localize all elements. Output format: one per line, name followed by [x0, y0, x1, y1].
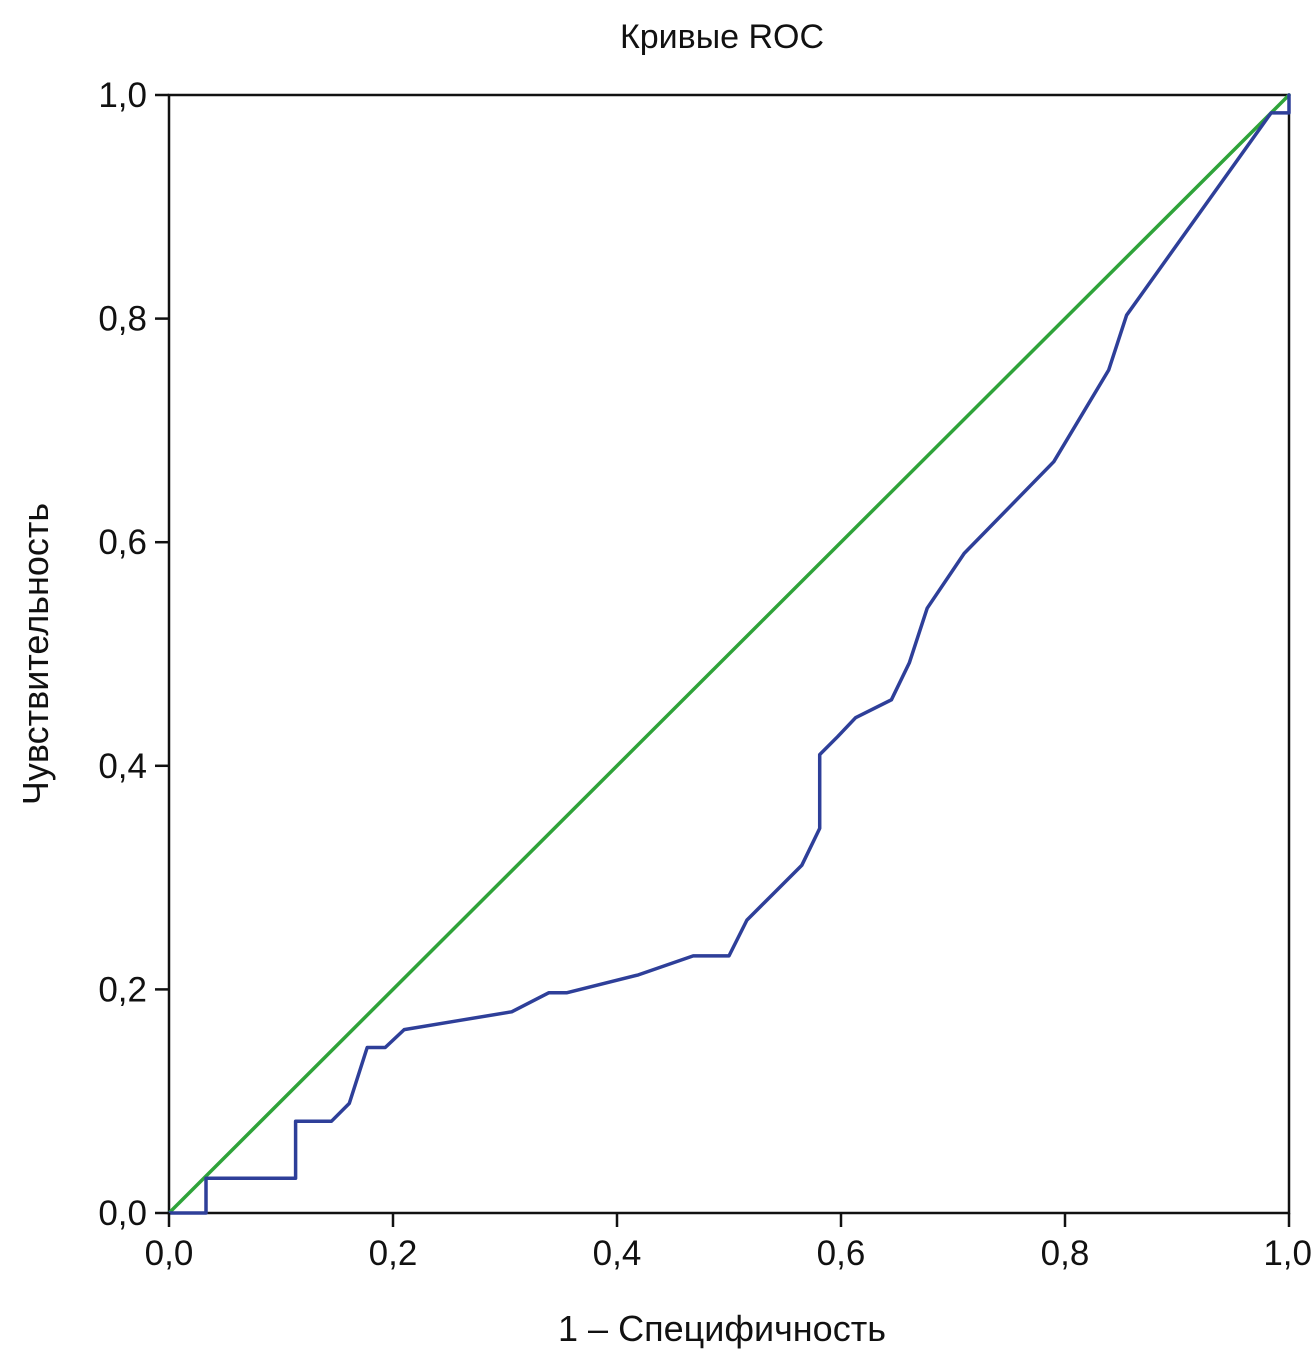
x-tick-label: 1,0 — [1263, 1234, 1312, 1273]
y-axis: 0,0 0,2 0,4 0,6 0,8 1,0 — [98, 76, 169, 1233]
y-tick-label: 1,0 — [98, 76, 147, 115]
y-tick-label: 0,6 — [98, 523, 147, 562]
y-tick-label: 0,0 — [98, 1194, 147, 1233]
plot-area — [167, 93, 1291, 1215]
roc-curve — [167, 93, 1291, 1215]
y-tick-label: 0,2 — [98, 970, 147, 1009]
x-tick-label: 0,8 — [1041, 1234, 1090, 1273]
series-layer — [167, 93, 1291, 1215]
x-axis: 0,0 0,2 0,4 0,6 0,8 1,0 — [145, 1213, 1312, 1273]
plot-frame — [167, 93, 1291, 1215]
x-tick-label: 0,2 — [369, 1234, 418, 1273]
x-axis-label: 1 – Специфичность — [558, 1308, 886, 1349]
reference-line — [167, 93, 1291, 1215]
y-tick-label: 0,8 — [98, 300, 147, 339]
x-tick-label: 0,6 — [817, 1234, 866, 1273]
y-axis-label: Чувствительность — [15, 503, 56, 805]
y-tick-label: 0,4 — [98, 747, 147, 786]
x-tick-label: 0,0 — [145, 1234, 194, 1273]
x-tick-label: 0,4 — [593, 1234, 642, 1273]
chart-title: Кривые ROC — [620, 18, 824, 56]
